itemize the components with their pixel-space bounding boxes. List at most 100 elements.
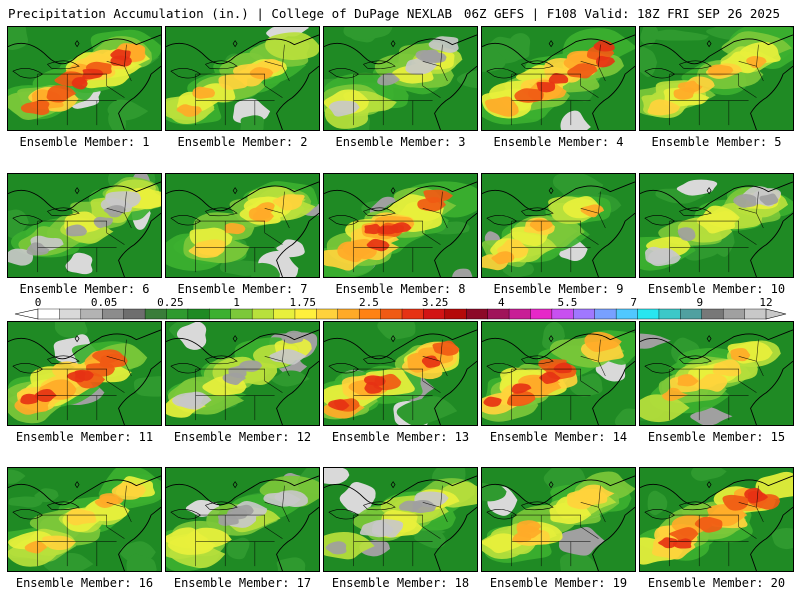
state-borders: [669, 485, 764, 567]
coastline: [8, 181, 161, 277]
precip-contour: [343, 27, 393, 40]
colorbar-swatch: [123, 308, 146, 320]
precip-contour: [452, 268, 473, 277]
precip-contour: [417, 197, 447, 212]
precip-contour: [272, 194, 305, 211]
precip-contour: [672, 538, 692, 549]
precip-contour: [712, 359, 742, 377]
coastline: [324, 329, 477, 425]
member-caption: Ensemble Member: 17: [173, 576, 312, 590]
location-marker-icon: [706, 187, 712, 195]
great-lakes: [644, 60, 712, 79]
precip-contour: [329, 100, 360, 117]
location-marker-icon: [548, 187, 554, 195]
colorbar-swatch: [273, 308, 296, 320]
precip-contour: [269, 349, 307, 365]
colorbar-swatch: [701, 308, 724, 320]
precip-contour: [508, 33, 531, 60]
great-lakes: [12, 207, 80, 226]
precip-contour: [514, 88, 544, 103]
precip-contour: [111, 482, 146, 500]
precip-contour: [484, 96, 519, 117]
valid-time: 06Z GEFS | F108 Valid: 18Z FRI SEP 26 20…: [463, 6, 780, 21]
ensemble-member-map: [481, 321, 636, 426]
precip-contour: [377, 72, 400, 86]
precip-contour: [771, 527, 793, 550]
precip-contour: [759, 193, 779, 206]
location-marker-icon: [548, 40, 554, 48]
precip-map: [640, 468, 793, 571]
coastline: [166, 181, 319, 277]
colorbar-swatch: [230, 308, 253, 320]
colorbar-tick-label: 12: [759, 296, 773, 309]
precip-contour: [176, 322, 207, 350]
great-lakes: [328, 501, 396, 520]
precip-contour: [694, 516, 723, 533]
member-caption: Ensemble Member: 6: [19, 282, 150, 296]
location-marker-icon: [548, 335, 554, 343]
precip-map: [482, 322, 635, 425]
colorbar-swatch: [658, 308, 681, 320]
coastline: [640, 329, 793, 425]
colorbar-tick-label: 9: [696, 296, 704, 309]
coastline: [640, 34, 793, 130]
precip-contour: [511, 383, 532, 394]
ensemble-member-map: [481, 467, 636, 572]
location-marker-icon: [74, 40, 80, 48]
member-caption: Ensemble Member: 12: [173, 430, 312, 444]
precip-contour: [224, 222, 246, 235]
precip-contour: [8, 248, 34, 266]
colorbar-tick-label: 0: [34, 296, 42, 309]
great-lakes: [170, 60, 238, 79]
precip-contour: [552, 174, 604, 201]
ensemble-member-map: [7, 26, 162, 131]
great-lakes: [170, 207, 238, 226]
great-lakes: [170, 355, 238, 374]
precip-map: [640, 174, 793, 277]
precip-contour: [99, 353, 128, 368]
state-borders: [669, 44, 764, 126]
precip-contour: [99, 493, 124, 506]
location-marker-icon: [390, 481, 396, 489]
state-borders: [195, 339, 290, 421]
ensemble-member-map: [639, 467, 794, 572]
coastline: [166, 34, 319, 130]
precip-contour: [658, 537, 678, 549]
member-caption: Ensemble Member: 16: [15, 576, 154, 590]
precip-map: [166, 174, 319, 277]
precip-map: [324, 468, 477, 571]
colorbar-tick-label: 2.5: [358, 296, 379, 309]
precip-contour: [482, 46, 507, 72]
precip-contour: [647, 490, 668, 516]
precip-contour: [66, 508, 97, 526]
precip-contour: [65, 252, 93, 275]
colorbar-swatch: [294, 308, 317, 320]
colorbar-swatch: [722, 308, 746, 320]
product-title: Precipitation Accumulation (in.) | Colle…: [8, 6, 453, 21]
location-marker-icon: [548, 481, 554, 489]
great-lakes: [12, 355, 80, 374]
colorbar-swatch: [166, 308, 189, 320]
ensemble-member-map: [7, 173, 162, 278]
precip-contour: [649, 29, 709, 41]
precip-contour: [539, 371, 561, 384]
state-borders: [353, 191, 448, 273]
state-borders: [353, 44, 448, 126]
precip-contour: [20, 99, 50, 116]
great-lakes: [328, 207, 396, 226]
colorbar-swatch: [573, 308, 596, 320]
state-borders: [37, 44, 132, 126]
precip-map: [482, 27, 635, 130]
precip-contour: [276, 557, 306, 571]
location-marker-icon: [390, 335, 396, 343]
precip-contour: [133, 376, 161, 397]
precip-contour: [415, 50, 437, 63]
coastline: [324, 181, 477, 277]
precip-contour: [691, 468, 727, 482]
ensemble-member-map: [323, 26, 478, 131]
great-lakes: [486, 355, 554, 374]
state-borders: [511, 339, 606, 421]
colorbar-swatch: [444, 308, 467, 320]
member-caption: Ensemble Member: 7: [177, 282, 308, 296]
precip-contour: [359, 520, 394, 538]
